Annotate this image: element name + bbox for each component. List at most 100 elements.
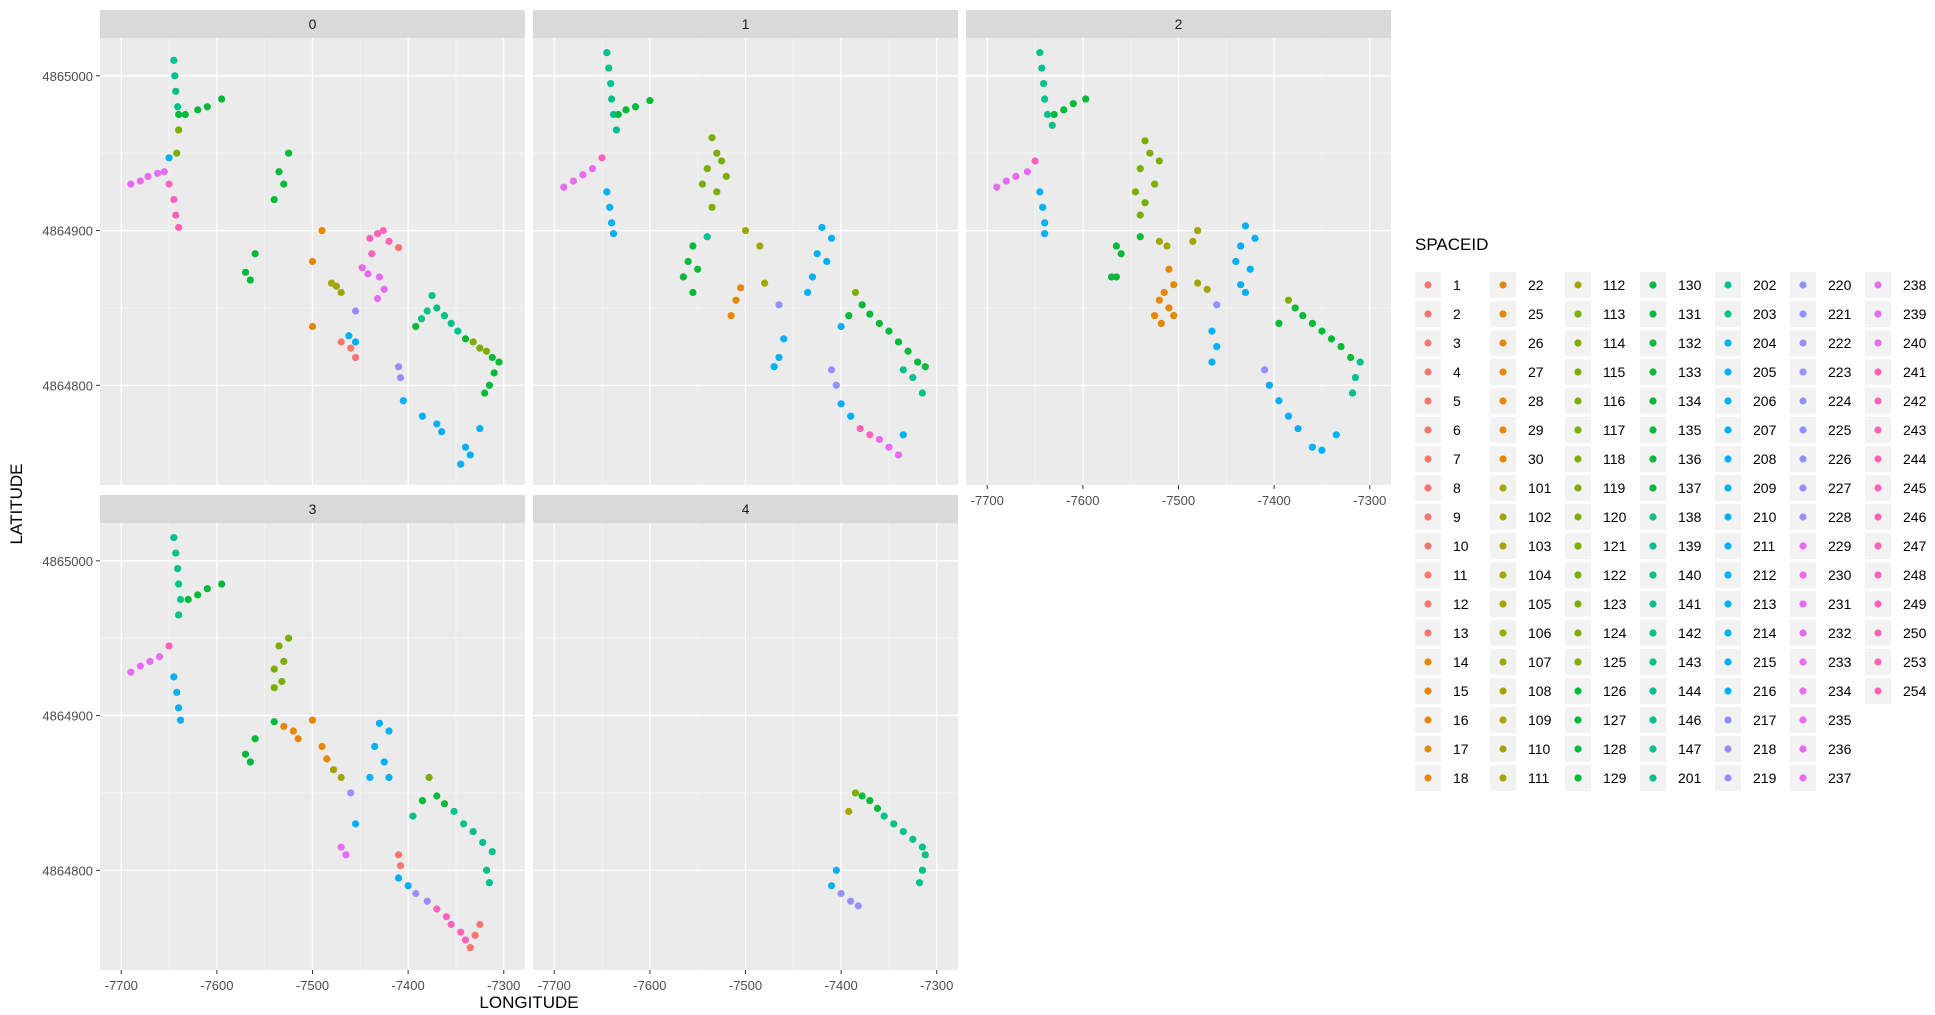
- data-point: [1308, 443, 1316, 451]
- legend-label: 106: [1528, 625, 1552, 641]
- data-point: [481, 389, 489, 397]
- legend-label: 227: [1828, 480, 1852, 496]
- data-point: [1041, 230, 1049, 238]
- legend-label: 147: [1678, 741, 1702, 757]
- data-point: [482, 347, 491, 355]
- data-point: [323, 755, 331, 763]
- legend-entry: 221: [1790, 301, 1852, 327]
- data-point: [170, 534, 178, 542]
- data-point: [469, 828, 477, 836]
- data-point: [418, 797, 427, 805]
- data-point: [899, 828, 907, 836]
- data-point: [1208, 358, 1216, 366]
- legend-label: 216: [1753, 683, 1777, 699]
- legend-entry: 3: [1415, 330, 1461, 356]
- data-point: [488, 848, 496, 856]
- data-point: [172, 87, 180, 95]
- data-point: [858, 792, 866, 800]
- legend-entry: 101: [1490, 475, 1552, 501]
- legend-swatch: [1499, 455, 1507, 463]
- legend-label: 205: [1753, 364, 1777, 380]
- data-point: [713, 149, 721, 157]
- legend-entry: 246: [1865, 504, 1927, 530]
- legend-label: 243: [1903, 422, 1927, 438]
- legend-swatch: [1799, 484, 1807, 492]
- data-point: [915, 879, 924, 887]
- data-point: [399, 397, 407, 405]
- legend-entry: 105: [1490, 591, 1552, 617]
- data-point: [318, 742, 326, 751]
- data-point: [1112, 273, 1120, 281]
- data-point: [885, 327, 893, 335]
- data-point: [175, 580, 183, 588]
- data-point: [495, 358, 503, 366]
- legend-entry: 10: [1415, 533, 1469, 559]
- legend-label: 142: [1678, 625, 1702, 641]
- legend-label: 236: [1828, 741, 1852, 757]
- legend-entry: 244: [1865, 446, 1927, 472]
- legend-entry: 141: [1640, 591, 1702, 617]
- data-point: [409, 812, 417, 820]
- data-point: [1136, 165, 1144, 173]
- x-tick-label: -7400: [825, 978, 858, 993]
- legend-swatch: [1724, 571, 1732, 579]
- data-point: [203, 103, 211, 111]
- y-tick-label: 4865000: [42, 69, 93, 84]
- legend-label: 238: [1903, 277, 1927, 293]
- legend-swatch: [1649, 687, 1657, 695]
- legend-swatch: [1424, 658, 1432, 666]
- legend-entry: 30: [1490, 446, 1544, 472]
- data-point: [442, 913, 450, 921]
- data-point: [412, 322, 420, 331]
- data-point: [866, 797, 874, 805]
- data-point: [351, 820, 360, 828]
- legend-entry: 127: [1565, 707, 1627, 733]
- data-point: [847, 897, 855, 905]
- data-point: [347, 789, 355, 797]
- legend-label: 237: [1828, 770, 1852, 786]
- data-point: [373, 230, 382, 238]
- legend-label: 233: [1828, 654, 1852, 670]
- data-point: [1213, 301, 1221, 309]
- data-point: [1347, 353, 1355, 362]
- data-point: [396, 862, 405, 870]
- legend-label: 111: [1528, 770, 1549, 786]
- legend-label: 212: [1753, 567, 1777, 583]
- data-point: [1131, 188, 1140, 196]
- legend-entry: 212: [1715, 562, 1777, 588]
- legend-entry: 249: [1865, 591, 1927, 617]
- data-point: [172, 549, 180, 557]
- data-point: [1284, 412, 1293, 420]
- data-point: [694, 265, 702, 273]
- x-tick-label: -7600: [1066, 493, 1099, 508]
- legend-label: 211: [1753, 538, 1776, 554]
- data-point: [194, 591, 202, 599]
- legend-entry: 126: [1565, 678, 1627, 704]
- legend-label: 4: [1453, 364, 1461, 380]
- legend-swatch: [1724, 600, 1732, 608]
- legend-label: 127: [1603, 712, 1627, 728]
- legend-swatch: [1649, 513, 1657, 521]
- legend-entry: 231: [1790, 591, 1852, 617]
- data-point: [866, 310, 874, 318]
- y-tick-label: 4864900: [42, 224, 93, 239]
- legend-entry: 209: [1715, 475, 1777, 501]
- legend-entry: 235: [1790, 707, 1852, 733]
- data-point: [246, 276, 254, 284]
- legend-entry: 120: [1565, 504, 1627, 530]
- legend-entry: 29: [1490, 417, 1544, 443]
- facet-strip-label: 0: [309, 16, 317, 32]
- legend-swatch: [1424, 774, 1432, 782]
- legend-entry: 201: [1640, 765, 1702, 791]
- legend-swatch: [1574, 426, 1582, 434]
- legend-label: 144: [1678, 683, 1702, 699]
- legend-label: 131: [1678, 306, 1702, 322]
- legend-label: 226: [1828, 451, 1852, 467]
- data-point: [294, 735, 302, 743]
- data-point: [775, 353, 783, 362]
- data-point: [921, 363, 929, 371]
- data-point: [1160, 288, 1168, 297]
- data-point: [270, 196, 278, 204]
- data-point: [854, 902, 862, 910]
- legend-swatch: [1649, 658, 1657, 666]
